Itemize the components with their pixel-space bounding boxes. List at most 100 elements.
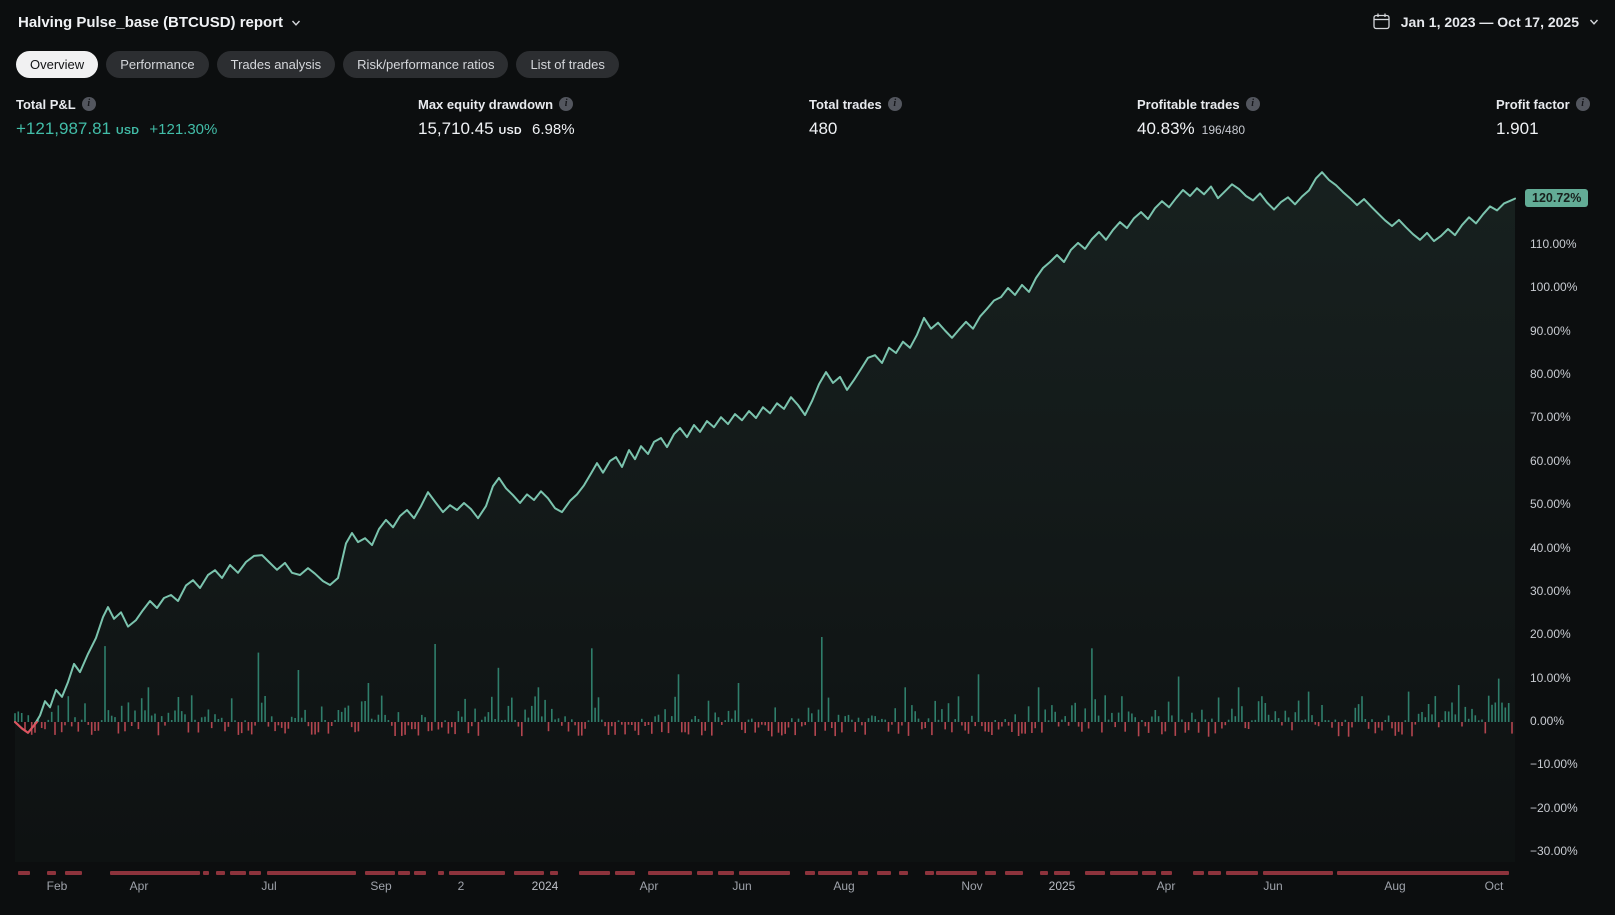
y-axis-label: 90.00%	[1530, 323, 1571, 338]
x-axis-label: Feb	[46, 879, 68, 893]
x-axis-label: Jul	[261, 879, 277, 893]
drawdown-period-dash	[230, 871, 246, 875]
y-axis-label: −30.00%	[1530, 844, 1578, 859]
drawdown-period-dash	[1208, 871, 1221, 875]
calendar-icon	[1372, 12, 1391, 31]
chevron-down-icon	[1589, 17, 1599, 27]
stat-max-drawdown: Max equity drawdown i 15,710.45 USD 6.98%	[418, 95, 575, 139]
price-axis[interactable]: 120.72% 110.00% 100.00% 90.00% 80.00% 70.00%…	[1517, 150, 1615, 862]
x-axis-label: Nov	[961, 879, 983, 893]
info-icon[interactable]: i	[887, 97, 902, 111]
x-axis-label: Sep	[370, 879, 392, 893]
y-axis-label: 20.00%	[1530, 627, 1571, 642]
y-axis-label: 10.00%	[1530, 670, 1571, 685]
drawdown-period-dash	[805, 871, 815, 875]
trade-pnl-bars	[14, 637, 1513, 737]
drawdown-period-dash	[47, 871, 56, 875]
tab-risk-performance-ratios[interactable]: Risk/performance ratios	[343, 51, 509, 78]
drawdown-period-dash	[203, 871, 209, 875]
y-axis-label: 40.00%	[1530, 540, 1571, 555]
y-axis-label: 60.00%	[1530, 453, 1571, 468]
report-header: Halving Pulse_base (BTCUSD) report Jan 1…	[0, 0, 1615, 46]
drawdown-period-dash	[1226, 871, 1258, 875]
tab-performance[interactable]: Performance	[106, 51, 209, 78]
stat-label: Profit factor	[1496, 96, 1570, 112]
report-title-dropdown[interactable]: Halving Pulse_base (BTCUSD) report	[18, 14, 301, 31]
drawdown-period-dash	[936, 871, 977, 875]
summary-stats: Total P&L i +121,987.81 USD +121.30% Max equi…	[0, 95, 1615, 147]
x-axis-label: Apr	[639, 879, 659, 893]
x-axis-label: Apr	[129, 879, 149, 893]
stat-total-trades: Total trades i 480	[809, 95, 902, 139]
drawdown-period-dash	[818, 871, 852, 875]
drawdown-period-dash	[65, 871, 82, 875]
equity-chart: 120.72% 110.00% 100.00% 90.00% 80.00% 70.00%…	[0, 150, 1615, 862]
stat-value: 40.83% 196/480	[1137, 119, 1246, 138]
x-axis-label: Jun	[732, 879, 752, 893]
drawdown-period-dash	[1263, 871, 1333, 875]
drawdown-period-dash	[1193, 871, 1204, 875]
tab-overview[interactable]: Overview	[16, 51, 99, 78]
drawdown-period-dash	[1337, 871, 1509, 875]
drawdown-period-dash	[1110, 871, 1138, 875]
info-icon[interactable]: i	[81, 97, 96, 111]
x-axis-label: Oct	[1484, 879, 1504, 893]
x-axis-label: Apr	[1156, 879, 1176, 893]
equity-chart-plot[interactable]	[0, 150, 1517, 862]
equity-curve-line	[14, 171, 1516, 734]
stat-profit-factor: Profit factor i 1.901	[1496, 95, 1590, 139]
drawdown-period-dash	[438, 871, 444, 875]
equity-curve-negative-segment	[14, 721, 38, 734]
info-icon[interactable]: i	[1575, 97, 1590, 111]
drawdown-period-dash	[858, 871, 868, 875]
date-range-label: Jan 1, 2023 — Oct 17, 2025	[1400, 13, 1579, 30]
drawdown-period-dash	[1161, 871, 1172, 875]
drawdown-period-dash	[550, 871, 558, 875]
y-axis-label: 110.00%	[1530, 237, 1577, 252]
drawdown-period-dash	[925, 871, 934, 875]
drawdown-period-dash	[414, 871, 426, 875]
y-axis-label: 70.00%	[1530, 410, 1571, 425]
drawdown-period-dash	[216, 871, 225, 875]
drawdown-period-dash	[697, 871, 713, 875]
stat-label: Profitable trades	[1137, 96, 1240, 112]
drawdown-period-dash	[579, 871, 610, 875]
date-range-picker[interactable]: Jan 1, 2023 — Oct 17, 2025	[1372, 12, 1599, 31]
y-axis-label: −10.00%	[1530, 757, 1578, 772]
equity-area-fill	[15, 172, 1515, 862]
stat-value: +121,987.81 USD +121.30%	[16, 119, 218, 138]
drawdown-period-dash	[18, 871, 30, 875]
drawdown-period-dash	[110, 871, 200, 875]
info-icon[interactable]: i	[559, 97, 574, 111]
drawdown-period-dash	[1142, 871, 1156, 875]
x-axis-label: 2024	[531, 879, 559, 893]
drawdown-period-dash	[615, 871, 635, 875]
last-value-badge: 120.72%	[1525, 188, 1589, 207]
drawdown-period-dash	[514, 871, 544, 875]
drawdown-period-dash	[648, 871, 692, 875]
chevron-down-icon	[291, 18, 301, 28]
x-axis-label: 2025	[1048, 879, 1076, 893]
stat-label: Total P&L	[16, 96, 76, 112]
report-tabs: Overview Performance Trades analysis Risk/p…	[16, 51, 619, 78]
drawdown-period-dash	[739, 871, 790, 875]
stat-total-pnl: Total P&L i +121,987.81 USD +121.30%	[16, 95, 217, 139]
drawdown-period-dash	[249, 871, 261, 875]
drawdown-period-dash	[718, 871, 734, 875]
info-icon[interactable]: i	[1245, 97, 1260, 111]
tab-list-of-trades[interactable]: List of trades	[516, 51, 619, 78]
stat-label: Max equity drawdown	[418, 96, 554, 112]
drawdown-period-dash	[449, 871, 505, 875]
stat-profitable-trades: Profitable trades i 40.83% 196/480	[1137, 95, 1260, 139]
drawdown-period-dash	[899, 871, 908, 875]
drawdown-period-dash	[877, 871, 891, 875]
y-axis-label: 0.00%	[1530, 714, 1565, 728]
x-axis-label: Aug	[833, 879, 855, 893]
drawdown-period-dash	[398, 871, 410, 875]
tab-trades-analysis[interactable]: Trades analysis	[216, 51, 336, 78]
drawdown-period-dash	[1085, 871, 1105, 875]
stat-value: 15,710.45 USD 6.98%	[418, 119, 575, 138]
time-axis[interactable]: Feb Apr Jul Sep 2 2024 Apr Jun Aug Nov 2025 Apr Jun A…	[0, 862, 1615, 915]
drawdown-period-dash	[1040, 871, 1048, 875]
y-axis-label: 80.00%	[1530, 367, 1571, 382]
